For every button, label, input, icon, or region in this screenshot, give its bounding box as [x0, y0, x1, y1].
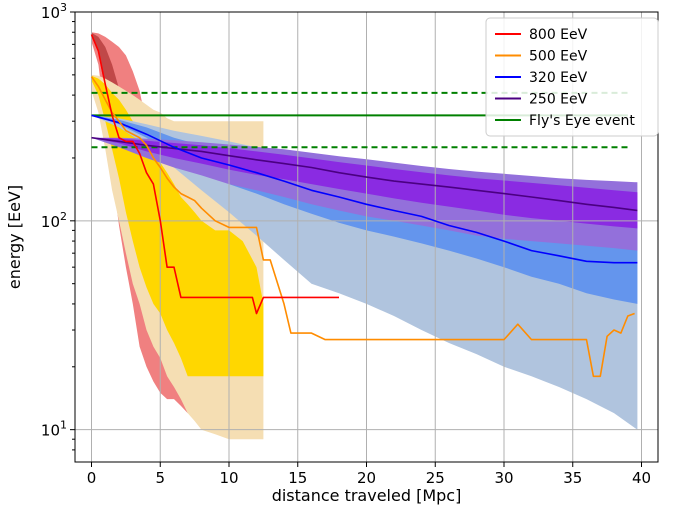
axis-ticks: 0 5 10 15 20 25 30 35 40 101 102 103 — [41, 1, 651, 487]
x-tick-label: 25 — [426, 469, 445, 487]
series-line-250-eev — [91, 136, 638, 212]
legend-label: 250 EeV — [529, 92, 588, 108]
x-tick-label: 5 — [155, 469, 165, 487]
x-tick-label: 20 — [357, 469, 376, 487]
band-inner-3 — [91, 137, 638, 229]
y-tick-label: 101 — [41, 419, 67, 440]
y-axis-label: energy [EeV] — [5, 185, 24, 289]
y-tick-label: 103 — [41, 1, 67, 22]
legend-label: 500 EeV — [529, 49, 588, 65]
x-tick-label: 40 — [632, 469, 651, 487]
x-tick-label: 35 — [563, 469, 582, 487]
legend-label: 800 EeV — [529, 27, 588, 43]
series-lines — [90, 34, 638, 378]
x-tick-label: 30 — [494, 469, 513, 487]
y-tick-label: 102 — [41, 210, 67, 231]
x-tick-label: 15 — [288, 469, 307, 487]
legend-box — [485, 17, 659, 137]
gridlines — [75, 11, 658, 462]
legend: 800 EeV 500 EeV 320 EeV 250 EeV Fly's Eye ev… — [485, 17, 659, 137]
x-axis-label: distance traveled [Mpc] — [272, 486, 462, 505]
x-tick-label: 0 — [87, 469, 97, 487]
x-tick-label: 10 — [219, 469, 238, 487]
series-line-320-eev — [91, 114, 638, 264]
legend-label: 320 EeV — [529, 70, 588, 86]
series-line-500-eev — [90, 76, 635, 378]
series-line-800-eev — [90, 34, 339, 315]
legend-label: Fly's Eye event — [529, 113, 635, 129]
